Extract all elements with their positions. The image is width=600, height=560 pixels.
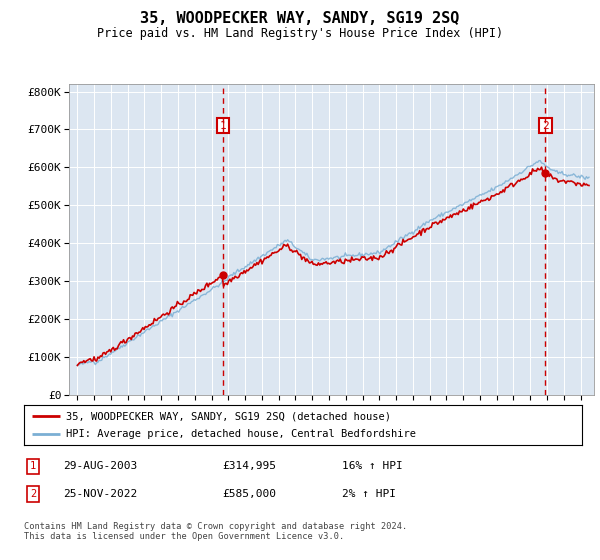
Text: Price paid vs. HM Land Registry's House Price Index (HPI): Price paid vs. HM Land Registry's House … [97,27,503,40]
Text: 2: 2 [542,121,549,130]
Text: 1: 1 [30,461,36,472]
Text: HPI: Average price, detached house, Central Bedfordshire: HPI: Average price, detached house, Cent… [66,429,416,439]
Text: 16% ↑ HPI: 16% ↑ HPI [342,461,403,472]
Text: £314,995: £314,995 [222,461,276,472]
Text: £585,000: £585,000 [222,489,276,499]
Text: 35, WOODPECKER WAY, SANDY, SG19 2SQ: 35, WOODPECKER WAY, SANDY, SG19 2SQ [140,11,460,26]
Text: 29-AUG-2003: 29-AUG-2003 [63,461,137,472]
Text: Contains HM Land Registry data © Crown copyright and database right 2024.
This d: Contains HM Land Registry data © Crown c… [24,522,407,542]
Text: 1: 1 [220,121,226,130]
Text: 2: 2 [30,489,36,499]
Text: 25-NOV-2022: 25-NOV-2022 [63,489,137,499]
Text: 35, WOODPECKER WAY, SANDY, SG19 2SQ (detached house): 35, WOODPECKER WAY, SANDY, SG19 2SQ (det… [66,411,391,421]
Text: 2% ↑ HPI: 2% ↑ HPI [342,489,396,499]
